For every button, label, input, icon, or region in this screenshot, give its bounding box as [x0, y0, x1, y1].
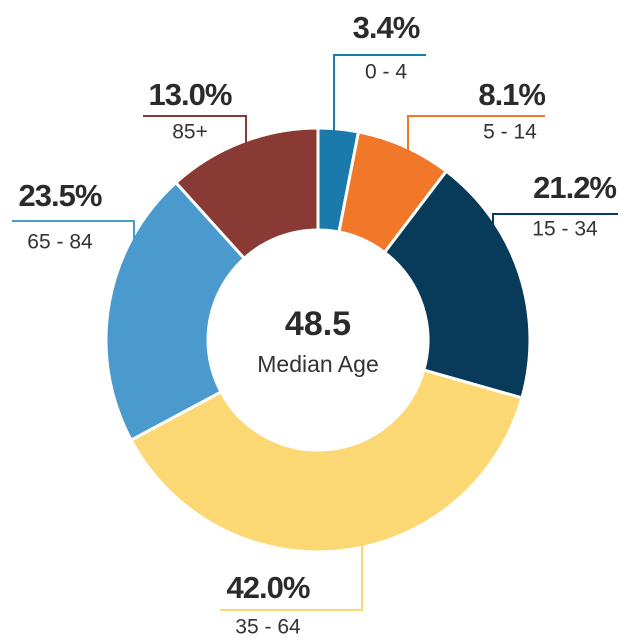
category-label: 0 - 4 — [365, 61, 407, 84]
value-label: 8.1% — [478, 77, 545, 112]
center-text: Median Age — [257, 351, 378, 377]
slice — [173, 126, 320, 261]
category-label: 15 - 34 — [532, 218, 598, 241]
leader-line — [12, 220, 135, 242]
leader-line — [220, 545, 363, 611]
slice — [104, 180, 247, 443]
category-label: 85+ — [172, 121, 208, 144]
category-label: 65 - 84 — [27, 231, 93, 254]
category-label: 35 - 64 — [235, 616, 301, 639]
category-label: 5 - 14 — [483, 121, 537, 144]
value-label: 42.0% — [227, 570, 310, 605]
value-label: 23.5% — [19, 178, 102, 213]
slices: 3.4% 0 - 4 8.1% 5 - 14 21.2% 15 - 34 42.0% 35 -… — [12, 10, 618, 639]
value-label: 21.2% — [533, 170, 616, 205]
value-label: 3.4% — [353, 10, 420, 45]
leader-line — [407, 115, 545, 152]
leader-line — [333, 54, 426, 131]
leader-line — [143, 115, 247, 162]
slice — [129, 368, 524, 554]
leader-line — [492, 213, 618, 252]
center-value: 48.5 — [285, 305, 351, 343]
value-label: 13.0% — [149, 77, 232, 112]
